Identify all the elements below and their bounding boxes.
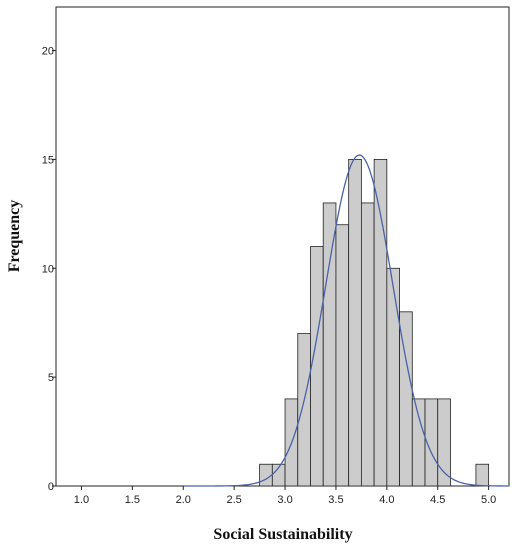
x-tick-label-1: 1.5 <box>125 494 140 506</box>
x-tick-label-3: 2.5 <box>226 494 241 506</box>
histogram-bar-15 <box>475 463 490 487</box>
normal-curve <box>183 154 509 487</box>
x-tick-label-0: 1.0 <box>74 494 89 506</box>
x-tick-label-2: 2.0 <box>176 494 191 506</box>
y-tick-label-0: 0 <box>48 481 54 493</box>
y-tick-label-3: 15 <box>42 154 54 166</box>
histogram-bar-5 <box>322 202 337 487</box>
x-tick-label-8: 5.0 <box>481 494 496 506</box>
histogram-bar-14 <box>437 398 451 487</box>
histogram-bar-3 <box>297 333 311 487</box>
bars-layer <box>259 159 490 487</box>
histogram-bar-8 <box>360 202 375 487</box>
histogram-bar-7 <box>348 159 362 487</box>
y-axis-label: Frequency <box>6 200 23 273</box>
x-tick-label-5: 3.5 <box>328 494 343 506</box>
histogram-bar-9 <box>373 159 388 487</box>
y-tick-label-1: 5 <box>48 372 54 384</box>
x-tick-label-7: 4.5 <box>430 494 445 506</box>
x-axis-ticks: 1.0 1.5 2.0 2.5 3.0 3.5 4.0 4.5 5.0 <box>74 486 496 506</box>
x-tick-label-4: 3.0 <box>277 494 292 506</box>
histogram-bar-4 <box>310 246 324 487</box>
y-tick-label-2: 10 <box>42 263 54 275</box>
x-tick-label-6: 4.0 <box>379 494 394 506</box>
histogram-bar-0 <box>259 463 273 487</box>
y-axis-ticks: 0 5 10 15 20 <box>42 46 56 493</box>
y-tick-label-4: 20 <box>42 46 54 58</box>
histogram-bar-12 <box>411 398 426 487</box>
histogram-bar-6 <box>335 224 350 487</box>
histogram-bar-10 <box>386 267 400 487</box>
x-axis-label: Social Sustainability <box>213 526 352 543</box>
